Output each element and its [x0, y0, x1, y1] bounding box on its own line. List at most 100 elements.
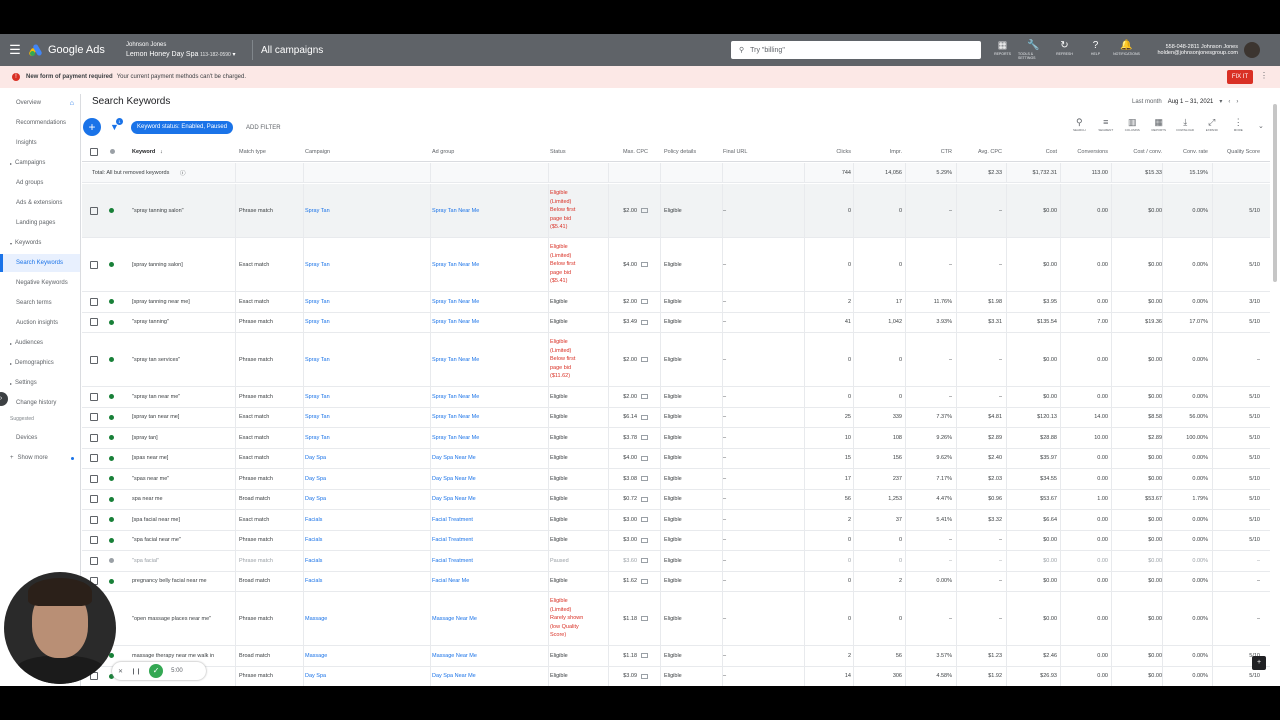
ad-group-link[interactable]: Day Spa Near Me — [432, 673, 476, 680]
sidebar-item-campaigns[interactable]: ▸ Campaigns — [0, 154, 80, 172]
sidebar-item-recommendations[interactable]: Recommendations — [0, 114, 80, 132]
bid-simulator-icon[interactable] — [641, 394, 648, 400]
bid-simulator-icon[interactable] — [641, 517, 648, 523]
table-row[interactable]: "spray tanning salon" Phrase match Spray T… — [82, 184, 1270, 238]
collapse-sidebar-button[interactable]: › — [0, 392, 8, 406]
campaign-link[interactable]: Day Spa — [305, 475, 327, 482]
campaign-link[interactable]: Facials — [305, 578, 323, 585]
enabled-status-icon[interactable] — [109, 578, 114, 584]
enabled-status-icon[interactable] — [109, 537, 114, 543]
campaign-link[interactable]: Spray Tan — [305, 298, 330, 305]
bid-simulator-icon[interactable] — [641, 496, 648, 502]
enabled-status-icon[interactable] — [109, 208, 114, 213]
toolbar-more-button[interactable]: ⋮ MORE — [1225, 116, 1252, 132]
ad-group-link[interactable]: Facial Near Me — [432, 578, 470, 585]
table-row[interactable]: pregnancy belly facial near me Broad matc… — [82, 571, 1270, 592]
enabled-status-icon[interactable] — [109, 414, 114, 420]
chevron-down-icon[interactable]: ▾ — [1219, 99, 1223, 105]
max-cpc-cell[interactable]: $0.72 — [610, 490, 648, 510]
enabled-status-icon[interactable] — [109, 262, 114, 267]
max-cpc-cell[interactable]: $4.00 — [610, 449, 648, 469]
enabled-status-icon[interactable] — [109, 653, 114, 659]
column-header-policy-details[interactable]: Policy details — [664, 148, 697, 155]
max-cpc-cell[interactable]: $3.09 — [610, 667, 648, 687]
campaign-link[interactable]: Spray Tan — [305, 356, 330, 363]
column-header-impr[interactable]: Impr. — [889, 148, 902, 155]
bid-simulator-icon[interactable] — [641, 578, 648, 584]
sidebar-item-audiences[interactable]: ▸ Audiences — [0, 334, 80, 352]
toolbar-segment-button[interactable]: ≡ SEGMENT — [1093, 116, 1120, 132]
row-checkbox[interactable] — [90, 297, 98, 306]
table-row[interactable]: spa near me Broad match Day Spa Day Spa Nea… — [82, 489, 1270, 510]
ad-group-link[interactable]: Day Spa Near Me — [432, 455, 476, 462]
column-header-max-cpc[interactable]: Max. CPC — [622, 148, 648, 155]
next-period-icon[interactable]: › — [1236, 98, 1239, 105]
ad-group-link[interactable]: Facial Treatment — [432, 516, 473, 523]
google-ads-logo[interactable]: Google Ads — [28, 43, 118, 57]
enabled-status-icon[interactable] — [109, 357, 114, 362]
bid-simulator-icon[interactable] — [641, 558, 648, 564]
column-header-conv-rate[interactable]: Conv. rate — [1183, 148, 1208, 155]
bid-simulator-icon[interactable] — [641, 357, 648, 362]
keyword-cell[interactable]: [spray tan near me] — [132, 414, 180, 421]
refresh-button[interactable]: ↻ REFRESH — [1049, 40, 1080, 60]
ad-group-link[interactable]: Massage Near Me — [432, 615, 477, 622]
table-row[interactable]: [spas near me] Exact match Day Spa Day Spa … — [82, 448, 1270, 469]
max-cpc-cell[interactable]: $3.60 — [610, 551, 648, 571]
enabled-status-icon[interactable] — [109, 476, 114, 482]
campaign-link[interactable]: Day Spa — [305, 455, 327, 462]
enabled-status-icon[interactable] — [109, 435, 114, 441]
keyword-cell[interactable]: [spa facial near me] — [132, 516, 180, 523]
keyword-cell[interactable]: "spray tanning salon" — [132, 207, 184, 214]
row-checkbox[interactable] — [90, 392, 98, 401]
campaign-link[interactable]: Day Spa — [305, 673, 327, 680]
keyword-cell[interactable]: "spa facial" — [132, 557, 160, 564]
enabled-status-icon[interactable] — [109, 394, 114, 400]
row-checkbox[interactable] — [90, 318, 98, 327]
bid-simulator-icon[interactable] — [641, 455, 648, 461]
max-cpc-cell[interactable]: $3.00 — [610, 531, 648, 551]
date-range-selector[interactable]: Last month Aug 1 – 31, 2021 ▾ ‹ › — [1132, 98, 1239, 106]
column-header-clicks[interactable]: Clicks — [836, 148, 851, 155]
keyword-cell[interactable]: "open massage places near me" — [132, 615, 212, 622]
ad-group-link[interactable]: Spray Tan Near Me — [432, 319, 480, 326]
enabled-status-icon[interactable] — [109, 319, 114, 325]
row-checkbox[interactable] — [90, 454, 98, 463]
row-checkbox[interactable] — [90, 206, 98, 215]
fix-it-button[interactable]: FIX IT — [1227, 70, 1253, 84]
keyword-cell[interactable]: [spray tanning near me] — [132, 298, 190, 305]
ad-group-link[interactable]: Day Spa Near Me — [432, 475, 476, 482]
toolbar-download-button[interactable]: ⤓ DOWNLOAD — [1172, 116, 1199, 132]
vertical-scrollbar[interactable] — [1273, 104, 1277, 282]
campaign-link[interactable]: Day Spa — [305, 496, 327, 503]
sidebar-item-ads-extensions[interactable]: Ads & extensions — [0, 194, 80, 212]
enabled-status-icon[interactable] — [109, 455, 114, 461]
table-row[interactable]: [spa facial near me] Exact match Facials Fa… — [82, 510, 1270, 531]
column-header-ctr[interactable]: CTR — [940, 148, 952, 155]
hamburger-menu-icon[interactable]: ☰ — [9, 42, 21, 57]
help-button[interactable]: ? HELP — [1080, 40, 1111, 60]
ad-group-link[interactable]: Spray Tan Near Me — [432, 207, 480, 214]
row-checkbox[interactable] — [90, 413, 98, 422]
column-header-conversions[interactable]: Conversions — [1077, 148, 1108, 155]
max-cpc-cell[interactable]: $1.62 — [610, 572, 648, 592]
table-row[interactable]: [spray tanning near me] Exact match Spray … — [82, 292, 1270, 313]
campaign-link[interactable]: Spray Tan — [305, 434, 330, 441]
max-cpc-cell[interactable]: $1.18 — [610, 592, 648, 645]
ad-group-link[interactable]: Spray Tan Near Me — [432, 393, 480, 400]
ad-group-link[interactable]: Spray Tan Near Me — [432, 356, 480, 363]
row-checkbox[interactable] — [90, 495, 98, 504]
sidebar-item-devices[interactable]: Devices — [0, 429, 80, 447]
info-icon[interactable]: ⓘ — [180, 170, 186, 177]
bid-simulator-icon[interactable] — [641, 537, 648, 543]
table-row[interactable]: "spray tan near me" Phrase match Spray Tan… — [82, 387, 1270, 408]
campaign-link[interactable]: Spray Tan — [305, 319, 330, 326]
paused-status-icon[interactable] — [109, 558, 114, 564]
max-cpc-cell[interactable]: $3.00 — [610, 510, 648, 530]
column-header-keyword[interactable]: Keyword — [132, 148, 156, 155]
keyword-cell[interactable]: pregnancy belly facial near me — [132, 578, 207, 585]
cancel-recording-icon[interactable]: ✕ — [118, 668, 124, 675]
row-checkbox[interactable] — [90, 556, 98, 565]
column-header-final-url[interactable]: Final URL — [723, 148, 748, 155]
enabled-status-icon[interactable] — [109, 673, 114, 679]
